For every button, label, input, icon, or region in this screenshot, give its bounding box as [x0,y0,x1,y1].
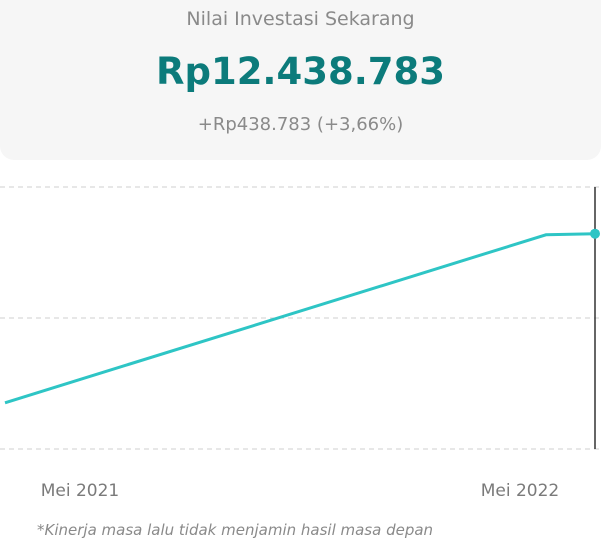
current-value: Rp12.438.783 [155,50,446,93]
x-tick-label: Mei 2022 [481,481,560,501]
summary-card: Nilai Investasi Sekarang Rp12.438.783 +R… [0,0,601,160]
value-change: +Rp438.783 (+3,66%) [197,114,404,135]
chart: Mei 2021 Mei 2022 [0,186,601,501]
summary-title: Nilai Investasi Sekarang [186,8,415,30]
point [590,228,600,239]
footnote: *Kinerja masa lalu tidak menjamin hasil … [37,521,434,539]
x-tick-label: Mei 2021 [41,481,120,501]
line [4,232,596,405]
